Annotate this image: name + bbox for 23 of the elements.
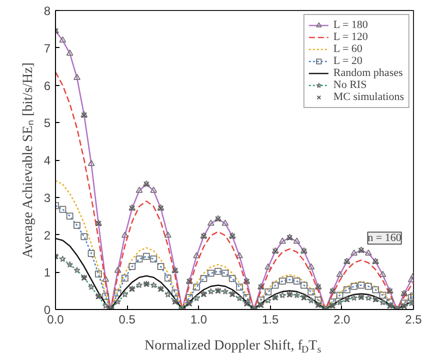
- y-tick-label: 5: [44, 116, 51, 130]
- x-tick-label: 1.5: [262, 312, 279, 326]
- annotation: n = 160: [368, 232, 402, 244]
- x-tick-label: 0.0: [47, 312, 64, 326]
- y-tick-label: 1: [44, 266, 51, 280]
- y-tick-label: 2: [44, 228, 51, 242]
- legend-label: No RIS: [333, 79, 367, 91]
- y-tick-label: 6: [44, 78, 51, 93]
- legend-label: Random phases: [333, 67, 403, 79]
- y-tick-label: 7: [44, 41, 51, 56]
- legend-label: MC simulations: [333, 91, 404, 103]
- y-tick-label: 3: [44, 190, 51, 205]
- x-tick-label: 1.0: [190, 312, 208, 326]
- legend-label: L = 20: [333, 55, 362, 67]
- x-tick-label: 2.0: [334, 312, 351, 326]
- legend-label: L = 60: [333, 43, 362, 55]
- y-tick-label: 8: [44, 4, 51, 18]
- y-axis-title: Average Achievable SEₙ [bit/s/Hz]: [20, 62, 36, 258]
- legend-label: L = 120: [333, 31, 368, 43]
- legend-label: L = 180: [333, 19, 368, 31]
- x-tick-label: 2.5: [405, 312, 422, 326]
- y-tick-label: 4: [44, 154, 51, 168]
- x-tick-label: 0.5: [118, 312, 136, 326]
